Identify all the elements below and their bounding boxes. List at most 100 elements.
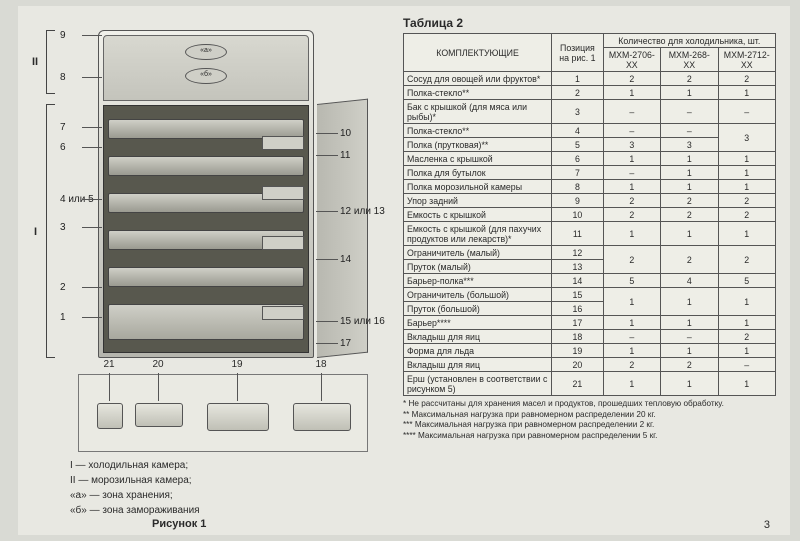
page-number: 3: [764, 519, 770, 531]
th-model: МХМ-2706-XX: [603, 48, 660, 72]
cell-pos: 21: [552, 372, 603, 396]
roman-i: I: [34, 226, 37, 238]
table-row: Бак с крышкой (для мяса или рыбы)*3–––: [404, 100, 776, 124]
cell-pos: 7: [552, 166, 603, 180]
lead-line: [316, 343, 338, 344]
cell-qty: 1: [603, 152, 660, 166]
callout-7: 7: [60, 122, 66, 133]
accessory-21: [97, 403, 123, 429]
cell-qty: 1: [603, 180, 660, 194]
cell-qty: –: [661, 124, 718, 138]
table-row: Полка морозильной камеры8111: [404, 180, 776, 194]
fridge-body: «а» «б»: [98, 30, 314, 358]
callout-14: 14: [340, 254, 351, 265]
cell-name: Полка-стекло**: [404, 86, 552, 100]
cell-qty: 1: [718, 372, 776, 396]
cell-pos: 9: [552, 194, 603, 208]
lead-line: [82, 35, 102, 36]
cell-qty: 1: [718, 288, 776, 316]
cell-pos: 10: [552, 208, 603, 222]
table-row: Полка-стекло**4––3: [404, 124, 776, 138]
cell-qty: 1: [718, 152, 776, 166]
lead-line: [316, 155, 338, 156]
lead-line: [82, 127, 102, 128]
cell-qty: 1: [718, 166, 776, 180]
accessory-20: [135, 403, 183, 427]
cell-qty: –: [603, 124, 660, 138]
cell-qty: 1: [718, 86, 776, 100]
cell-name: Ограничитель (малый): [404, 246, 552, 260]
cell-qty: 1: [661, 288, 718, 316]
cell-qty: 2: [661, 246, 718, 274]
zone-a-label: «а»: [185, 44, 227, 60]
table-area: Таблица 2 КОМПЛЕКТУЮЩИЕ Позиция на рис. …: [397, 16, 776, 529]
accessory-label-18: 18: [315, 359, 326, 370]
table-row: Форма для льда19111: [404, 344, 776, 358]
lead-line: [321, 373, 322, 401]
cell-qty: –: [603, 166, 660, 180]
cell-qty: 2: [718, 330, 776, 344]
lead-line: [82, 77, 102, 78]
cell-pos: 11: [552, 222, 603, 246]
cell-qty: 1: [718, 180, 776, 194]
cell-name: Полка (прутковая)**: [404, 138, 552, 152]
footnote-line: ** Максимальная нагрузка при равномерном…: [403, 410, 776, 421]
cell-pos: 20: [552, 358, 603, 372]
callout-12или13: 12 или 13: [340, 206, 385, 217]
callout-15или16: 15 или 16: [340, 316, 385, 327]
components-table: КОМПЛЕКТУЮЩИЕ Позиция на рис. 1 Количест…: [403, 33, 776, 396]
cell-qty: 1: [661, 372, 718, 396]
table-title: Таблица 2: [403, 16, 776, 30]
cell-qty: 1: [603, 344, 660, 358]
fridge-diagram: «а» «б»: [98, 30, 314, 358]
freezer-door: «а» «б»: [103, 35, 309, 101]
door-shelf: [262, 306, 304, 320]
cell-qty: 1: [718, 344, 776, 358]
zone-b-label: «б»: [185, 68, 227, 84]
table-row: Вкладыш для яиц2022–: [404, 358, 776, 372]
callout-2: 2: [60, 282, 66, 293]
cell-qty: 1: [661, 316, 718, 330]
th-qty-group: Количество для холодильника, шт.: [603, 34, 775, 48]
cell-qty: 3: [603, 138, 660, 152]
cell-qty: 1: [661, 180, 718, 194]
cell-qty: 3: [718, 124, 776, 152]
door-shelf: [262, 186, 304, 200]
cell-qty: 1: [718, 222, 776, 246]
footnote-line: **** Максимальная нагрузка при равномерн…: [403, 431, 776, 442]
cell-qty: 2: [603, 208, 660, 222]
cell-name: Полка морозильной камеры: [404, 180, 552, 194]
cell-qty: 2: [718, 72, 776, 86]
fridge-cavity: [103, 105, 309, 353]
callout-3: 3: [60, 222, 66, 233]
cell-qty: 2: [661, 358, 718, 372]
lead-line: [109, 373, 110, 401]
cell-pos: 14: [552, 274, 603, 288]
cell-qty: 2: [603, 194, 660, 208]
cell-qty: 2: [603, 72, 660, 86]
cell-qty: 5: [603, 274, 660, 288]
cell-pos: 4: [552, 124, 603, 138]
figure-area: II I «а» «б»: [32, 16, 397, 529]
callout-6: 6: [60, 142, 66, 153]
cell-qty: 2: [661, 208, 718, 222]
cell-qty: 4: [661, 274, 718, 288]
legend-line: «б» — зона замораживания: [70, 503, 200, 518]
shelf: [108, 267, 304, 287]
legend-line: I — холодильная камера;: [70, 458, 200, 473]
cell-pos: 15: [552, 288, 603, 302]
cell-qty: 1: [661, 86, 718, 100]
shelf: [108, 156, 304, 176]
cell-qty: 5: [718, 274, 776, 288]
footnotes: * Не рассчитаны для хранения масел и про…: [403, 399, 776, 442]
legend-line: II — морозильная камера;: [70, 473, 200, 488]
cell-qty: 2: [718, 208, 776, 222]
cell-qty: 1: [603, 222, 660, 246]
table-row: Полка-стекло**2111: [404, 86, 776, 100]
cell-qty: 1: [661, 222, 718, 246]
cell-qty: 1: [718, 316, 776, 330]
accessory-label-19: 19: [231, 359, 242, 370]
door-shelf: [262, 136, 304, 150]
legend: I — холодильная камера;II — морозильная …: [70, 458, 200, 518]
cell-pos: 6: [552, 152, 603, 166]
